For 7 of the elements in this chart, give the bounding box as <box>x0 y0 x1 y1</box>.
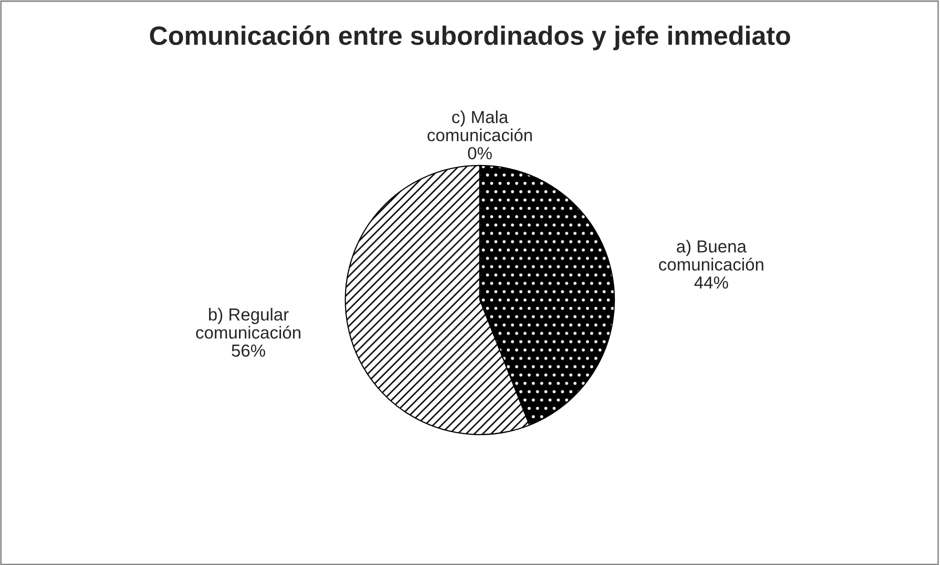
data-label: 56% <box>232 344 266 357</box>
slice-label: a) Buena comunicación <box>659 240 764 271</box>
category-label: c) Mala comunicación <box>428 110 532 142</box>
chart-title: Comunicación entre subordinados y jefe inmediato <box>150 25 790 50</box>
slice-label: b) Regular comunicación <box>196 308 300 339</box>
text: 0% <box>468 147 492 160</box>
data-label: 44% <box>694 276 728 289</box>
